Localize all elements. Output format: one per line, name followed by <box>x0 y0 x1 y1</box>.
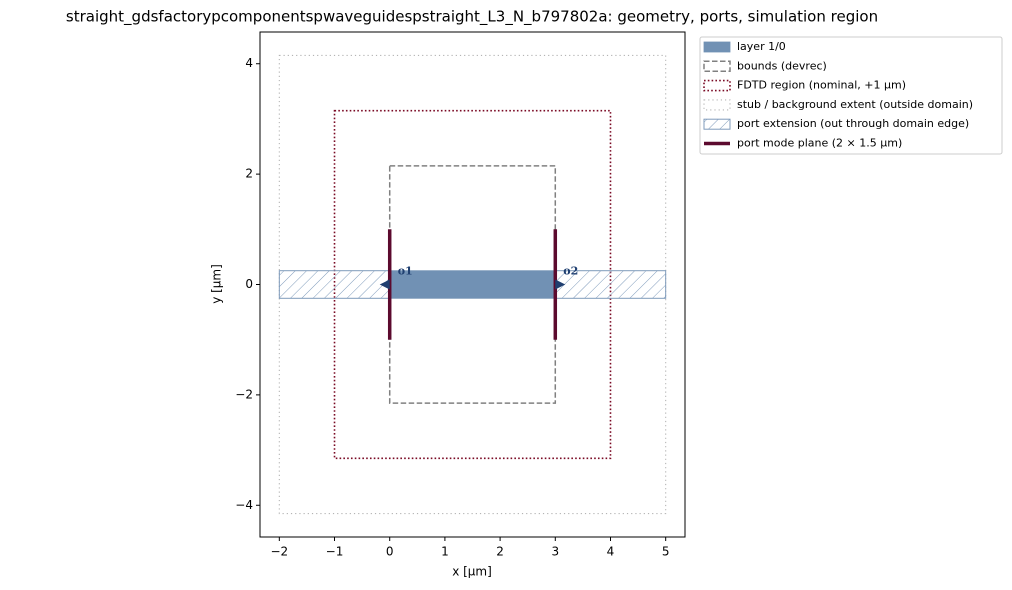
x-tick-label: 4 <box>607 545 615 559</box>
legend-label: stub / background extent (outside domain… <box>737 98 973 111</box>
legend-label: layer 1/0 <box>737 40 786 53</box>
x-tick-label: −1 <box>326 545 344 559</box>
legend-handle <box>703 99 731 111</box>
y-tick-label: 2 <box>245 167 253 181</box>
region <box>554 270 667 299</box>
x-tick-label: −2 <box>270 545 288 559</box>
port-label: o1 <box>398 265 413 278</box>
y-axis-label: y [µm] <box>210 264 224 304</box>
port-marker <box>555 279 566 290</box>
legend-label: FDTD region (nominal, +1 µm) <box>737 79 906 92</box>
region <box>278 54 667 515</box>
legend-label: bounds (devrec) <box>737 59 827 72</box>
y-tick-label: −2 <box>235 387 253 401</box>
x-tick-label: 3 <box>551 545 559 559</box>
legend-handle <box>703 118 731 130</box>
x-tick-label: 2 <box>496 545 504 559</box>
legend-handle <box>703 60 731 73</box>
y-tick-label: −4 <box>235 498 253 512</box>
legend <box>699 36 1003 155</box>
chart-title: straight_gdsfactorypcomponentspwaveguide… <box>66 8 878 27</box>
region <box>389 270 556 299</box>
x-tick-label: 0 <box>386 545 394 559</box>
legend-handle <box>703 79 731 92</box>
y-tick-label: 0 <box>245 277 253 291</box>
x-tick-label: 1 <box>441 545 449 559</box>
x-tick-label: 5 <box>662 545 670 559</box>
legend-label: port mode plane (2 × 1.5 µm) <box>737 137 902 150</box>
y-tick-label: 4 <box>245 56 253 70</box>
port-label: o2 <box>563 265 578 278</box>
port-marker <box>379 279 390 290</box>
x-axis-label: x [µm] <box>452 565 492 579</box>
legend-handle <box>703 41 731 53</box>
region <box>278 270 391 299</box>
legend-label: port extension (out through domain edge) <box>737 117 969 130</box>
